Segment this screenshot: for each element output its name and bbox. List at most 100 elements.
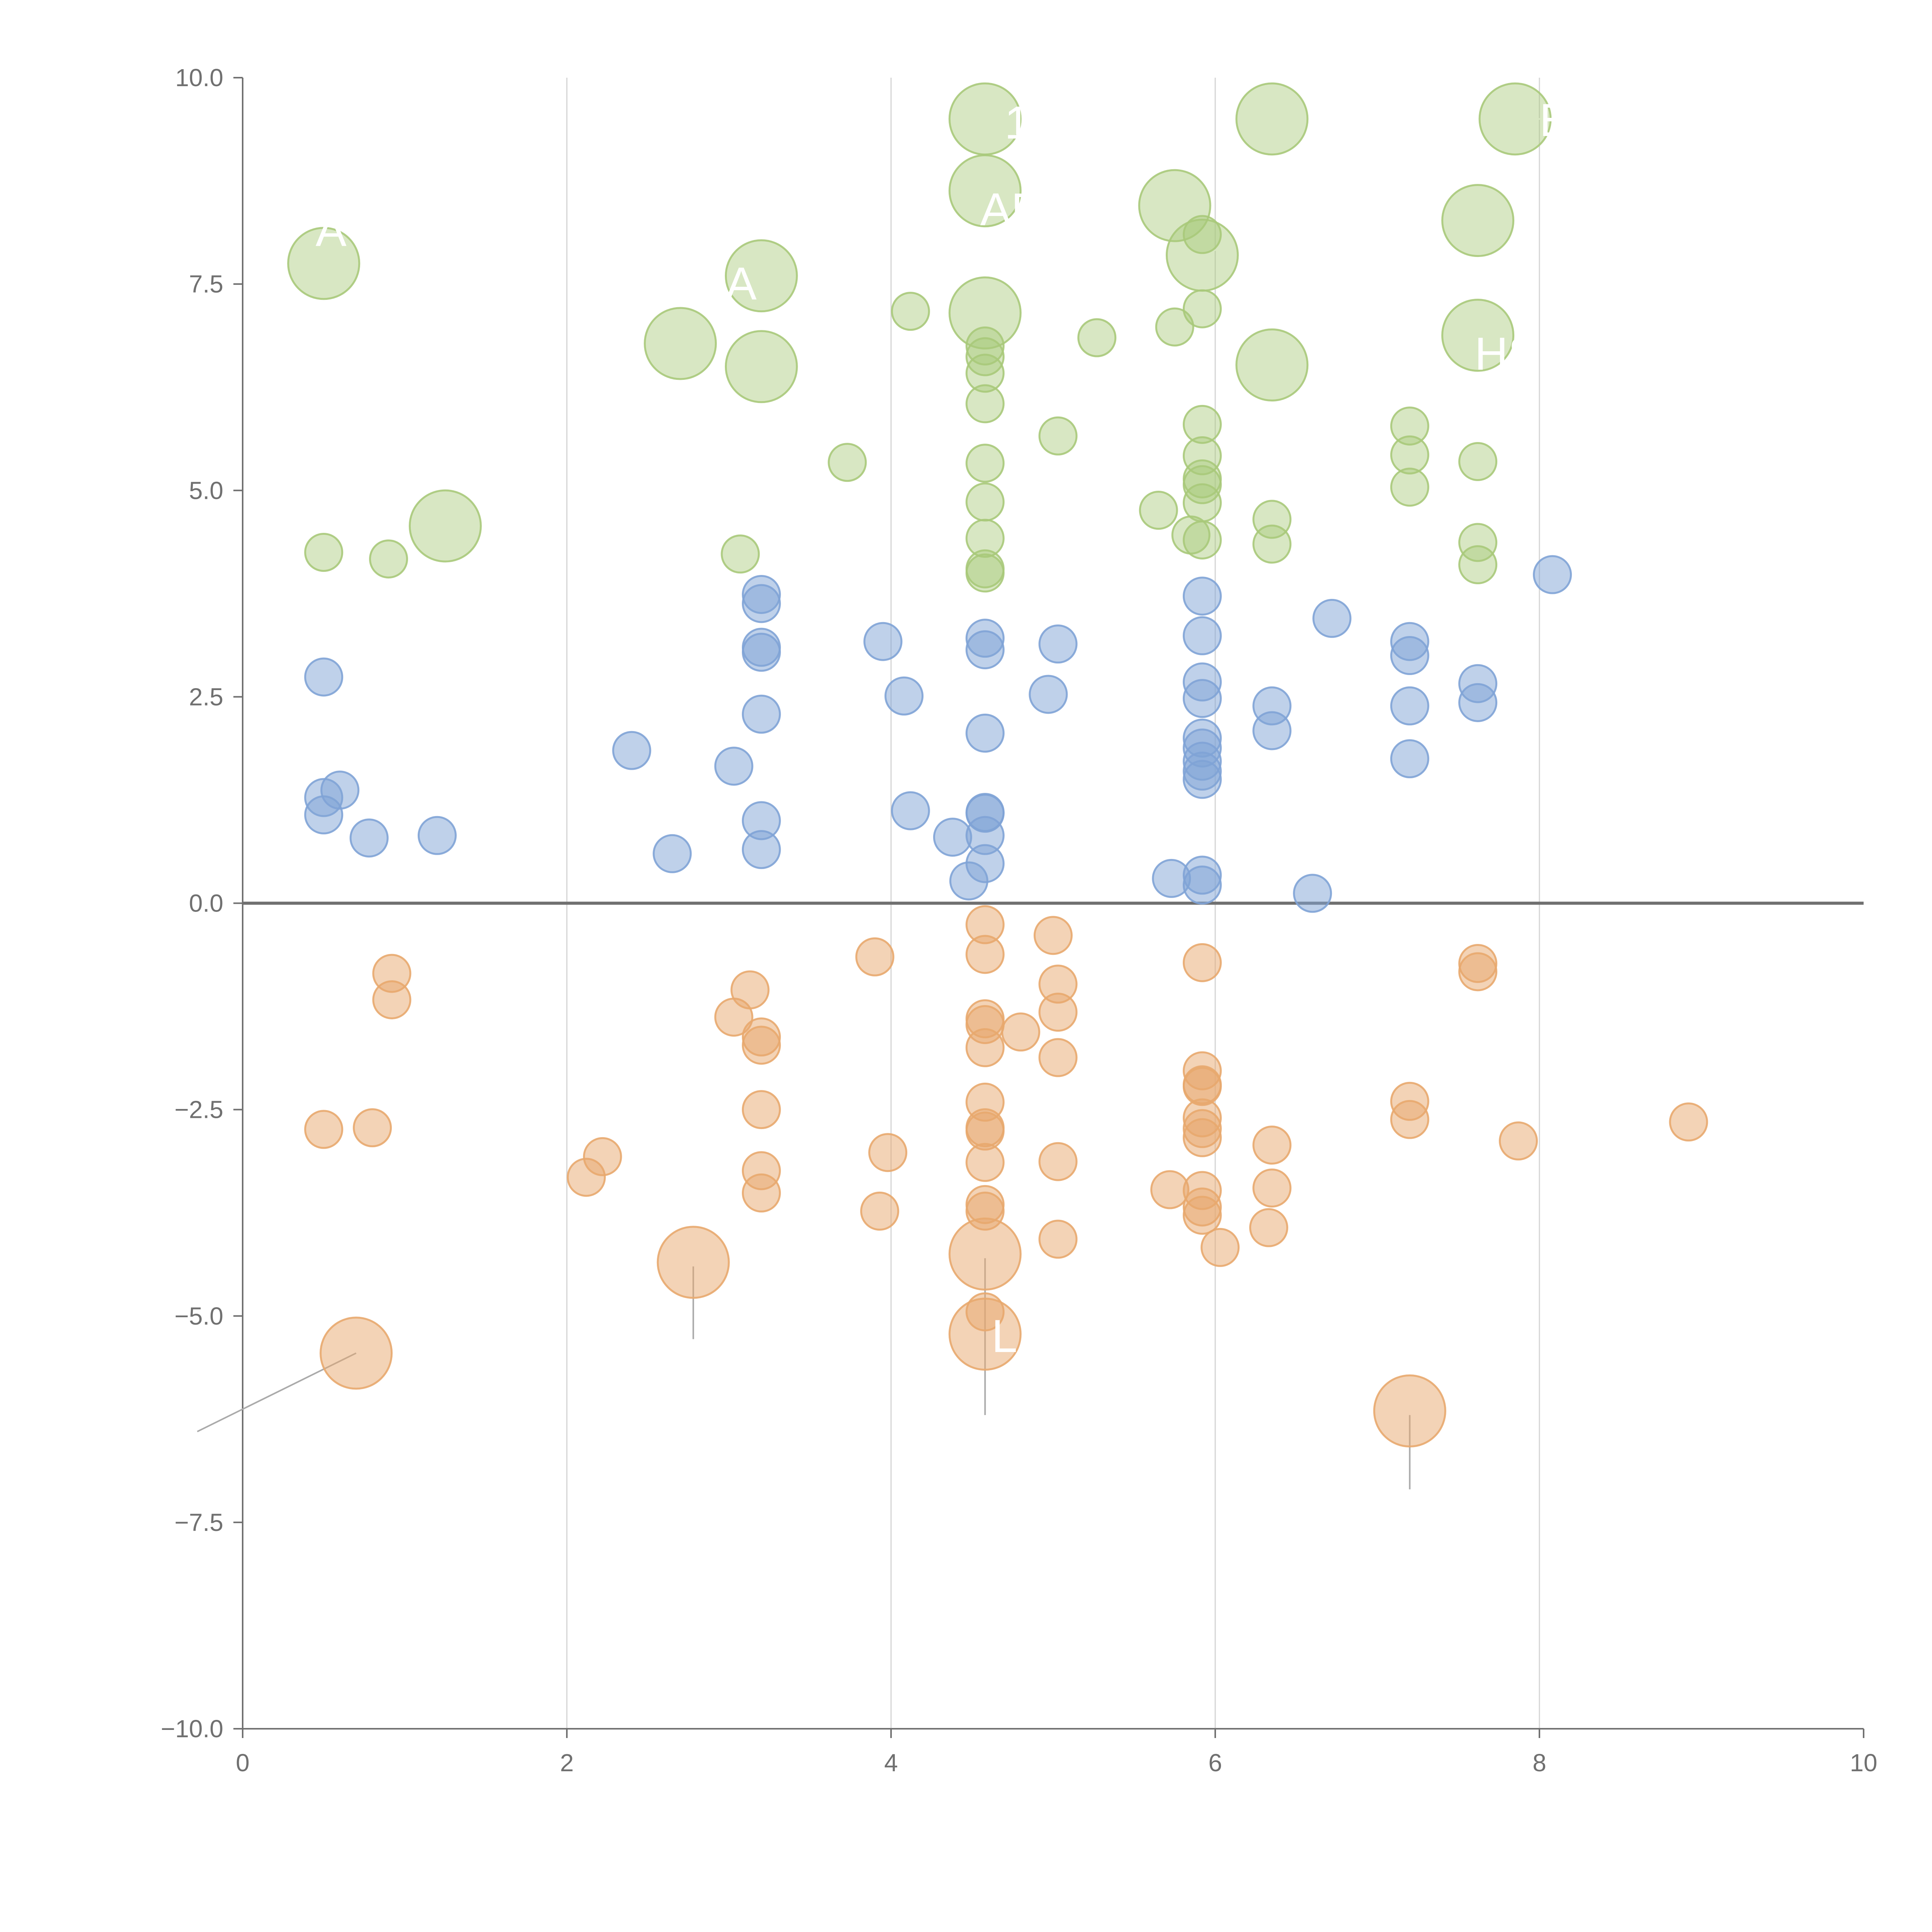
- data-point-upper: [965, 384, 1005, 423]
- leader-line: [1239, 118, 1272, 126]
- data-point-lower: [656, 1226, 730, 1299]
- data-point-upper: [1138, 169, 1211, 242]
- data-point-middle: [1293, 874, 1332, 913]
- data-point-upper: [1235, 328, 1309, 402]
- annotation-label: AR: [980, 184, 1045, 235]
- data-point-middle: [742, 584, 781, 623]
- data-point-middle: [714, 747, 753, 786]
- data-point-upper: [1390, 468, 1429, 507]
- data-point-upper: [1182, 520, 1222, 560]
- annotation-label: E: [1539, 94, 1570, 146]
- leader-line: [956, 114, 985, 120]
- leader-lines: [197, 114, 1548, 1490]
- annotation-label: HS: [1475, 328, 1539, 380]
- data-point-middle: [304, 657, 344, 697]
- y-tick-label: −10.0: [161, 1715, 223, 1743]
- data-point-lower: [742, 1026, 781, 1065]
- y-tick-label: −7.5: [175, 1509, 223, 1536]
- data-point-middle: [742, 830, 781, 869]
- leader-line: [331, 246, 360, 260]
- data-point-middle: [349, 818, 389, 858]
- annotation-label: A: [316, 204, 347, 256]
- data-point-middle: [1038, 624, 1078, 664]
- data-point-lower: [948, 1298, 1022, 1371]
- data-point-lower: [1182, 943, 1222, 982]
- data-point-upper: [965, 482, 1005, 522]
- axes: −10.0 −7.5 −5.0 −2.5 0.0 2.5 5.0 7.5 10.0 0 2 4 6 8 10: [161, 64, 1878, 1777]
- data-point-lower: [1249, 1208, 1288, 1247]
- data-point-upper: [1038, 416, 1078, 456]
- data-point-upper: [1155, 307, 1194, 347]
- data-point-upper: [287, 227, 361, 300]
- data-point-lower: [855, 937, 895, 976]
- y-tick-label: −5.0: [175, 1302, 223, 1330]
- annotations: A A 1 AR E HS L: [316, 94, 1570, 1362]
- data-point-upper: [369, 539, 408, 579]
- data-point-lower: [372, 980, 412, 1019]
- data-point-lower: [583, 1137, 622, 1176]
- data-point-upper: [965, 519, 1005, 558]
- data-points: [287, 82, 1708, 1447]
- data-point-middle: [1182, 616, 1222, 655]
- data-point-upper: [948, 276, 1022, 350]
- data-point-middle: [1182, 865, 1222, 905]
- data-point-middle: [742, 633, 781, 672]
- data-point-lower: [965, 1028, 1005, 1067]
- data-point-lower: [1034, 916, 1073, 955]
- y-tick-label: 0.0: [189, 889, 223, 917]
- data-point-middle: [1312, 599, 1352, 638]
- data-point-upper: [644, 307, 717, 380]
- data-point-upper: [1441, 184, 1515, 257]
- data-point-upper: [1182, 436, 1222, 476]
- data-point-upper: [1182, 215, 1222, 254]
- data-point-lower: [1038, 1142, 1078, 1181]
- data-point-upper: [1458, 523, 1498, 562]
- data-point-middle: [965, 844, 1005, 883]
- data-point-upper: [1390, 406, 1429, 446]
- data-point-lower: [860, 1191, 900, 1231]
- leader-line: [1202, 246, 1224, 256]
- data-point-upper: [965, 326, 1005, 366]
- data-point-lower: [1038, 993, 1078, 1032]
- data-point-lower: [965, 935, 1005, 974]
- annotation-label: L: [992, 1310, 1017, 1362]
- data-point-upper: [965, 553, 1005, 593]
- data-point-upper: [1458, 442, 1498, 481]
- annotation-label: 1: [1005, 97, 1031, 149]
- data-point-middle: [1182, 679, 1222, 718]
- data-point-upper: [721, 534, 760, 574]
- data-point-lower: [1252, 1125, 1292, 1165]
- y-tick-label: 7.5: [189, 270, 223, 298]
- data-point-upper: [1182, 289, 1222, 328]
- data-point-upper: [1458, 545, 1498, 585]
- y-tick-label: −2.5: [175, 1096, 223, 1124]
- x-tick-label: 10: [1850, 1749, 1877, 1777]
- y-tick-label: 2.5: [189, 683, 223, 711]
- data-point-lower: [965, 1143, 1005, 1182]
- data-point-lower: [1038, 1219, 1078, 1259]
- leader-line: [648, 342, 680, 347]
- data-point-middle: [863, 622, 903, 661]
- data-point-upper: [948, 154, 1022, 228]
- data-point-lower: [948, 1218, 1022, 1291]
- data-point-upper: [965, 337, 1005, 376]
- leader-line: [736, 366, 762, 384]
- x-tick-label: 4: [884, 1749, 898, 1777]
- data-point-middle: [612, 731, 651, 770]
- data-point-middle: [1182, 577, 1222, 616]
- data-point-lower: [1182, 1196, 1222, 1235]
- x-tick-label: 6: [1208, 1749, 1222, 1777]
- data-point-upper: [1182, 483, 1222, 522]
- x-tick-label: 8: [1532, 1749, 1546, 1777]
- leader-line: [1161, 184, 1175, 206]
- data-point-lower: [1669, 1102, 1708, 1142]
- data-point-middle: [965, 713, 1005, 753]
- data-point-upper: [1235, 82, 1309, 156]
- data-point-lower: [742, 1173, 781, 1213]
- y-tick-label: 5.0: [189, 476, 223, 504]
- data-point-upper: [1478, 82, 1552, 156]
- data-point-middle: [1252, 711, 1292, 750]
- data-point-middle: [891, 791, 930, 830]
- data-point-lower: [1001, 1012, 1041, 1052]
